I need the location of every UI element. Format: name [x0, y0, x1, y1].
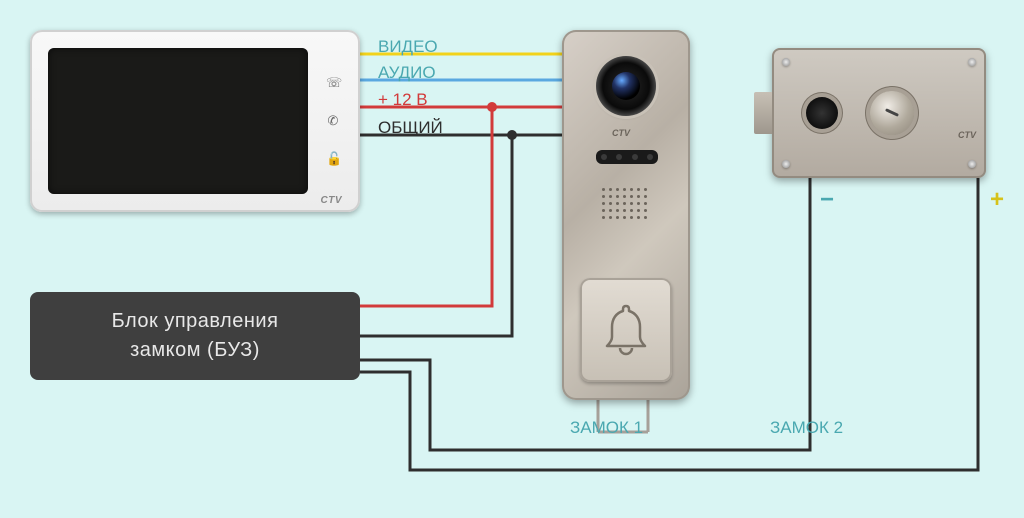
- wire-label-power: + 12 В: [378, 90, 428, 110]
- lock-bolt: [754, 92, 772, 134]
- wire-label-common: ОБЩИЙ: [378, 118, 443, 138]
- diagram-stage: ВИДЕО АУДИО + 12 В ОБЩИЙ ☏ ✆ 🔓 CTV Блок …: [0, 0, 1024, 518]
- wire-label-audio: АУДИО: [378, 63, 436, 83]
- buz-line2: замком (БУЗ): [112, 336, 279, 365]
- lock-plus-label: +: [990, 186, 1004, 214]
- lock-stud: [782, 58, 790, 66]
- buz-block: Блок управления замком (БУЗ): [30, 292, 360, 380]
- panel-brand-logo: CTV: [612, 128, 630, 138]
- lock-stud: [782, 160, 790, 168]
- terminal-lock1-label: ЗАМОК 1: [570, 418, 643, 438]
- camera-ring: [596, 56, 656, 116]
- lock-exit-button[interactable]: [806, 97, 838, 129]
- lock-icon: 🔓: [326, 152, 340, 166]
- monitor-screen: [48, 48, 308, 194]
- lock-cylinder: [870, 91, 914, 135]
- call-icon: ☏: [326, 76, 340, 90]
- terminal-lock2-label: ЗАМОК 2: [770, 418, 843, 438]
- lock-stud: [968, 160, 976, 168]
- lock-stud: [968, 58, 976, 66]
- electric-lock: CTV: [772, 48, 986, 178]
- monitor-brand-logo: CTV: [321, 195, 343, 206]
- talk-icon: ✆: [326, 114, 340, 128]
- bell-icon: [601, 302, 651, 358]
- lock-brand-logo: CTV: [958, 130, 976, 140]
- ir-led-bar: [596, 150, 658, 164]
- bell-button[interactable]: [580, 278, 672, 382]
- camera-lens: [612, 72, 640, 100]
- video-monitor: ☏ ✆ 🔓 CTV: [30, 30, 360, 212]
- door-call-panel: CTV: [562, 30, 690, 400]
- speaker-grille: [602, 188, 647, 219]
- lock-minus-label: −: [820, 186, 834, 214]
- buz-line1: Блок управления: [112, 307, 279, 336]
- wire-label-video: ВИДЕО: [378, 37, 438, 57]
